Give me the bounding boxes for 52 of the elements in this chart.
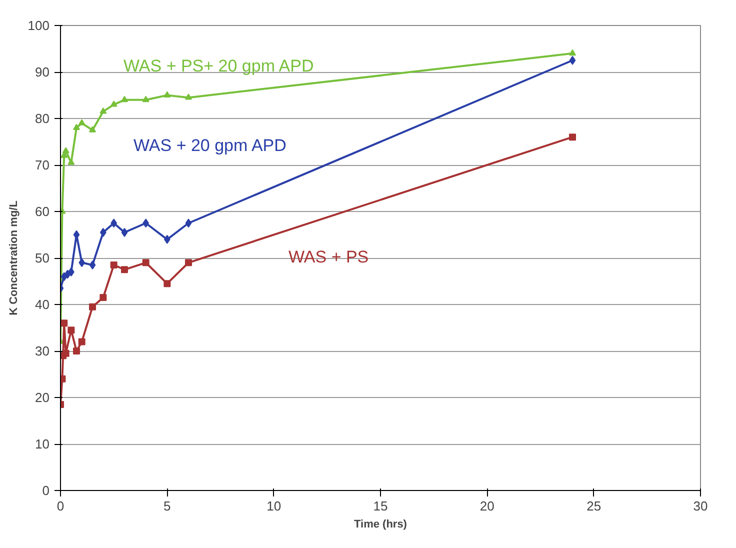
y-tick-label: 30: [35, 344, 50, 358]
x-tick-label: 20: [480, 498, 494, 514]
point: [142, 96, 150, 102]
y-tick-label: 10: [35, 436, 50, 452]
y-tick-label: 100: [28, 18, 50, 33]
x-tick-label: 25: [586, 498, 602, 514]
y-tick-label: 20: [35, 390, 50, 405]
point: [68, 158, 75, 165]
x-axis-title: Time (hrs): [354, 518, 408, 530]
point: [121, 228, 128, 237]
point: [100, 294, 107, 302]
point: [569, 56, 576, 65]
y-tick-label: 50: [35, 250, 50, 266]
point: [142, 259, 150, 266]
point: [110, 261, 118, 268]
x-tick-label: 0: [56, 498, 64, 514]
point: [78, 119, 86, 126]
point: [62, 350, 70, 357]
x-tick-label: 5: [164, 498, 171, 514]
series-label: WAS + PS+ 20 gpm APD: [124, 56, 314, 76]
x-tick-label: 10: [266, 498, 282, 514]
y-tick-label: 90: [35, 64, 50, 80]
point: [164, 280, 171, 288]
point: [89, 303, 96, 310]
point: [89, 126, 96, 132]
point: [62, 147, 70, 154]
y-tick-label: 70: [35, 158, 50, 172]
point: [121, 266, 128, 274]
point: [185, 94, 192, 100]
point: [164, 91, 171, 98]
x-tick-label: 15: [373, 498, 388, 514]
point: [89, 260, 96, 270]
point: [110, 100, 118, 107]
y-tick-label: 60: [35, 204, 50, 219]
point: [73, 124, 80, 130]
y-tick-label: 40: [35, 297, 50, 312]
y-tick-label: 0: [42, 483, 50, 498]
point: [569, 134, 576, 141]
y-axis-title: K Concentration mg/L: [8, 200, 20, 316]
point: [78, 338, 86, 346]
series-label: WAS + PS: [288, 248, 369, 267]
point: [121, 96, 128, 102]
series-label: WAS + 20 gpm APD: [134, 136, 286, 156]
point: [100, 108, 107, 114]
point: [68, 326, 75, 334]
point: [73, 348, 80, 354]
x-tick-label: 30: [693, 498, 708, 514]
y-tick-label: 80: [35, 111, 50, 126]
point: [60, 320, 68, 327]
point: [185, 259, 192, 266]
point: [569, 49, 576, 56]
point: [185, 218, 192, 228]
